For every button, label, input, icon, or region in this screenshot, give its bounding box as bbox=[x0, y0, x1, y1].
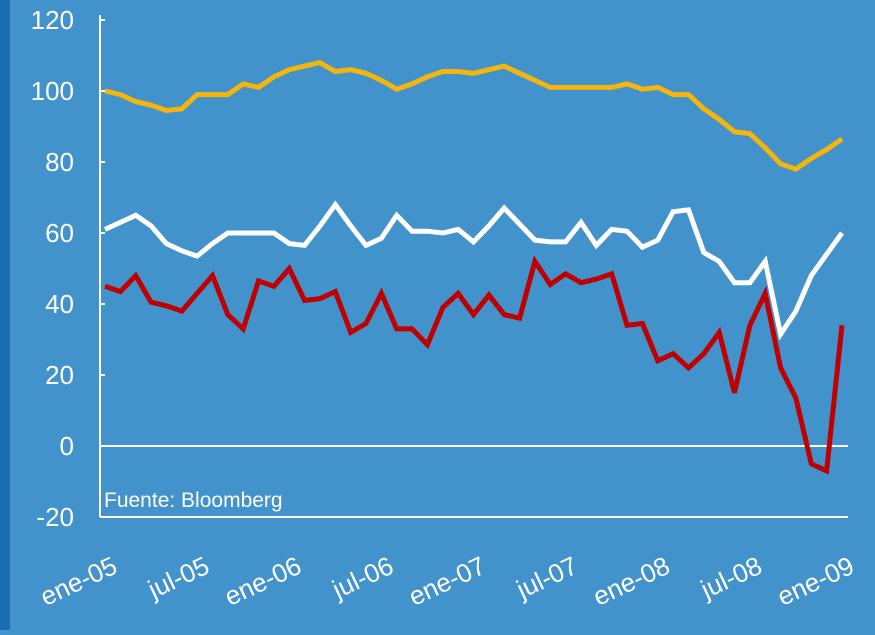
y-tick-label: 20 bbox=[45, 360, 74, 390]
y-tick-label: 100 bbox=[31, 76, 74, 106]
annotation: Fuente: Bloomberg bbox=[104, 489, 283, 512]
series-line bbox=[104, 59, 844, 172]
y-tick-label: 80 bbox=[45, 147, 74, 177]
y-tick-label: 0 bbox=[60, 431, 74, 461]
y-tick-label: 120 bbox=[31, 5, 74, 35]
side-stripe bbox=[0, 0, 10, 630]
y-tick-label: 60 bbox=[45, 218, 74, 248]
y-tick-label: 40 bbox=[45, 289, 74, 319]
y-tick-label: -20 bbox=[36, 502, 74, 532]
series-line bbox=[103, 200, 845, 341]
series-line bbox=[104, 255, 845, 475]
